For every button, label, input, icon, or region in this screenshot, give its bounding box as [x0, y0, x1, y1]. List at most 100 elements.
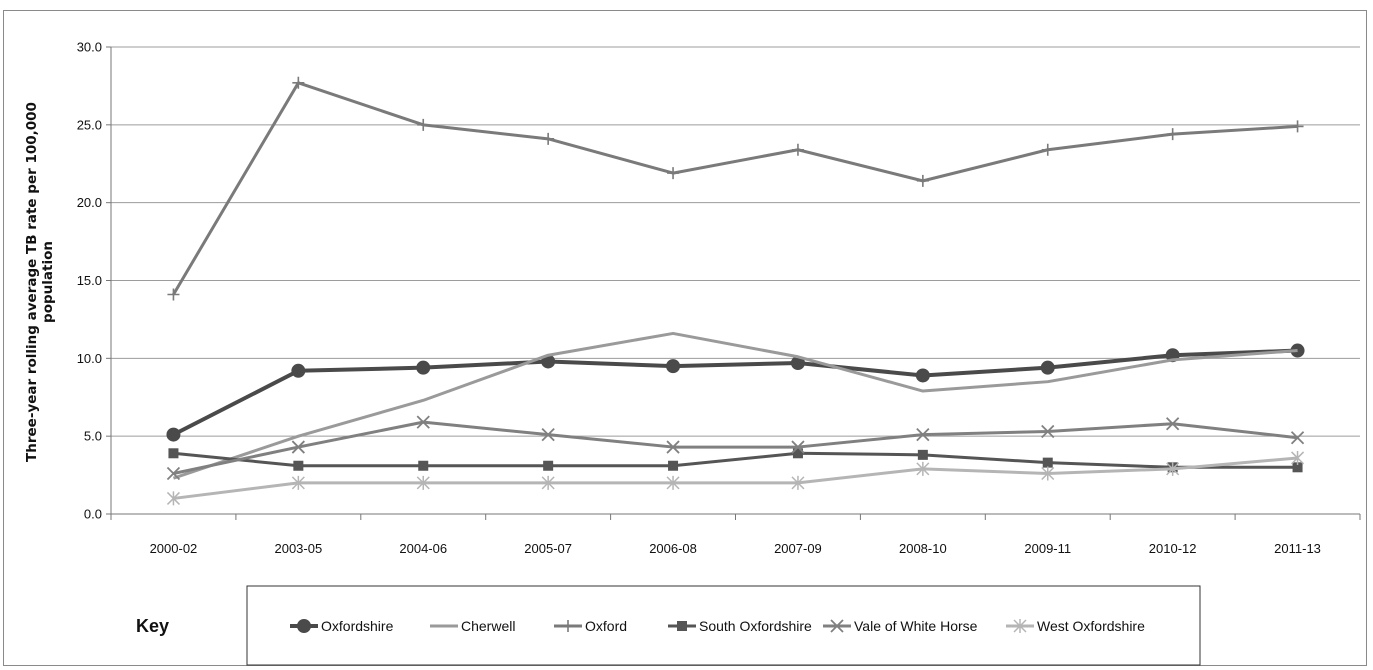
legend: Key Oxfordshire Cherwell Oxford South Oxford… — [136, 585, 1201, 666]
data-point — [792, 448, 803, 459]
legend-marker — [297, 619, 311, 633]
data-point — [543, 460, 554, 471]
legend-label: South Oxfordshire — [699, 618, 812, 634]
legend-box — [246, 585, 1201, 666]
series-line-oxford — [172, 81, 1298, 296]
data-point — [541, 427, 555, 442]
legend-marker — [562, 620, 574, 632]
data-point — [541, 475, 555, 490]
legend-marker — [1013, 619, 1027, 633]
y-axis-title: Three-year rolling average TB rate per 1… — [24, 102, 56, 462]
series-line-oxfordshire — [172, 348, 1298, 437]
data-point — [917, 449, 928, 460]
legend-item-vale-of-white-horse: Vale of White Horse — [823, 618, 978, 634]
y-tick-label: 10.0 — [77, 351, 102, 366]
series-line-west-oxfordshire — [173, 456, 1298, 500]
data-point — [416, 415, 430, 429]
data-point — [416, 360, 431, 375]
data-point — [666, 440, 680, 454]
data-point — [168, 448, 179, 459]
x-tick-label: 2010-12 — [1149, 541, 1197, 556]
y-axis-title-line: population — [40, 241, 56, 323]
y-tick-label: 0.0 — [84, 507, 102, 522]
legend-item-oxfordshire: Oxfordshire — [290, 618, 394, 634]
x-tick-label: 2011-13 — [1274, 541, 1321, 556]
data-point — [292, 76, 305, 89]
series-west-oxfordshire — [166, 450, 1305, 506]
data-point — [166, 491, 180, 506]
legend-title: Key — [136, 616, 169, 636]
series-cherwell — [172, 331, 1298, 480]
y-tick-label: 25.0 — [77, 117, 102, 132]
data-point — [1291, 450, 1305, 465]
legend-label: Cherwell — [461, 618, 515, 634]
data-point — [418, 460, 429, 471]
data-point — [666, 359, 681, 374]
series-line-south-oxfordshire — [173, 451, 1298, 469]
axes — [106, 46, 1361, 520]
data-point — [291, 363, 306, 378]
x-tick-labels: 2000-02 2003-05 2004-06 2005-07 2006-08 2007-… — [150, 541, 1321, 556]
y-tick-label: 20.0 — [77, 195, 102, 210]
series-oxford — [167, 76, 1304, 301]
data-point — [916, 427, 930, 442]
gridlines — [111, 46, 1360, 437]
data-point — [667, 167, 680, 180]
legend-label: Oxfordshire — [321, 618, 394, 634]
legend-marker — [677, 621, 687, 631]
data-point — [1292, 462, 1303, 473]
data-point — [668, 460, 679, 471]
series-line-vale-of-white-horse — [173, 420, 1298, 475]
legend-marker — [830, 619, 844, 633]
legend-item-oxford: Oxford — [554, 618, 627, 634]
data-point — [416, 475, 430, 490]
data-point — [1166, 461, 1180, 476]
data-point — [1166, 128, 1179, 141]
series-vale-of-white-horse — [166, 415, 1305, 481]
data-point — [417, 118, 430, 131]
data-point — [291, 440, 305, 454]
y-axis-label: Three-year rolling average TB rate per 1… — [24, 102, 56, 462]
x-tick-label: 2008-10 — [899, 541, 947, 556]
data-point — [1166, 417, 1180, 431]
data-point — [1041, 143, 1054, 156]
legend-label: Vale of White Horse — [854, 618, 978, 634]
data-point — [542, 132, 555, 145]
data-point — [293, 460, 304, 471]
series-south-oxfordshire — [168, 448, 1303, 473]
data-point — [915, 368, 930, 383]
data-point — [916, 461, 930, 476]
data-point — [1290, 431, 1305, 445]
data-point — [167, 288, 180, 301]
series-line-cherwell — [172, 331, 1298, 480]
series-oxfordshire — [166, 343, 1305, 442]
legend-item-cherwell: Cherwell — [430, 618, 515, 634]
x-tick-label: 2000-02 — [150, 541, 198, 556]
data-point — [166, 427, 181, 442]
y-axis-title-line: Three-year rolling average TB rate per 1… — [24, 102, 40, 462]
data-point — [291, 475, 305, 490]
x-tick-label: 2005-07 — [524, 541, 572, 556]
y-tick-label: 5.0 — [84, 429, 102, 444]
legend-label: Oxford — [585, 618, 627, 634]
x-tick-label: 2007-09 — [774, 541, 822, 556]
data-point — [166, 466, 181, 481]
data-point — [1041, 466, 1055, 481]
series-lines — [166, 76, 1305, 506]
data-point — [1042, 457, 1053, 468]
legend-item-south-oxfordshire: South Oxfordshire — [668, 618, 812, 634]
data-point — [1041, 424, 1055, 439]
data-point — [1040, 360, 1055, 375]
legend-label: West Oxfordshire — [1037, 618, 1145, 634]
x-tick-label: 2004-06 — [399, 541, 447, 556]
x-tick-label: 2006-08 — [649, 541, 697, 556]
data-point — [666, 475, 680, 490]
data-point — [791, 440, 805, 454]
y-tick-label: 30.0 — [77, 40, 102, 55]
y-tick-label: 15.0 — [77, 273, 102, 288]
data-point — [916, 174, 929, 187]
data-point — [791, 143, 804, 156]
x-tick-label: 2009-11 — [1024, 541, 1071, 556]
data-point — [1291, 120, 1304, 133]
